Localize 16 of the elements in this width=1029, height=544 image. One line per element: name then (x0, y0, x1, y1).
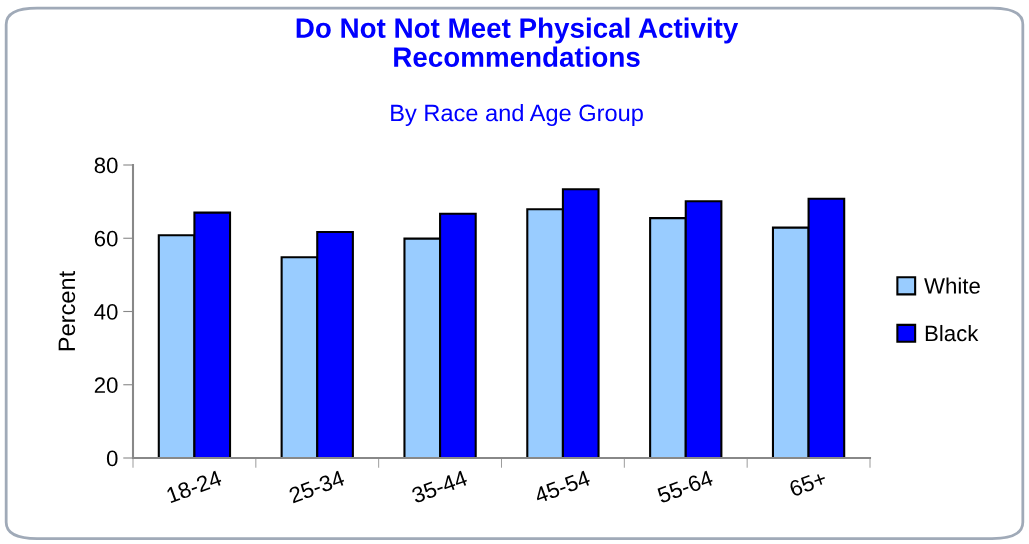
y-axis-title: Percent (58, 270, 76, 351)
legend-label: Black (925, 324, 979, 342)
x-tick-label: 45-54 (533, 470, 592, 504)
x-tick-label: 18-24 (165, 469, 223, 504)
y-tick-label: 60 (94, 230, 118, 247)
y-tick-label: 80 (94, 157, 118, 174)
chart-subtitle: By Race and Age Group (391, 104, 643, 126)
y-tick-label: 40 (94, 304, 118, 320)
x-tick-label: 35-44 (410, 469, 469, 504)
x-tick-label: 65+ (788, 470, 828, 497)
y-tick-label: 0 (106, 450, 118, 467)
y-tick-label: 20 (94, 377, 118, 394)
legend-label: White (924, 277, 980, 294)
x-tick-label: 25-34 (288, 469, 346, 504)
x-tick-label: 55-64 (656, 469, 714, 504)
chart-title: Do Not Not Meet Physical Activity Recommendations (296, 17, 739, 67)
